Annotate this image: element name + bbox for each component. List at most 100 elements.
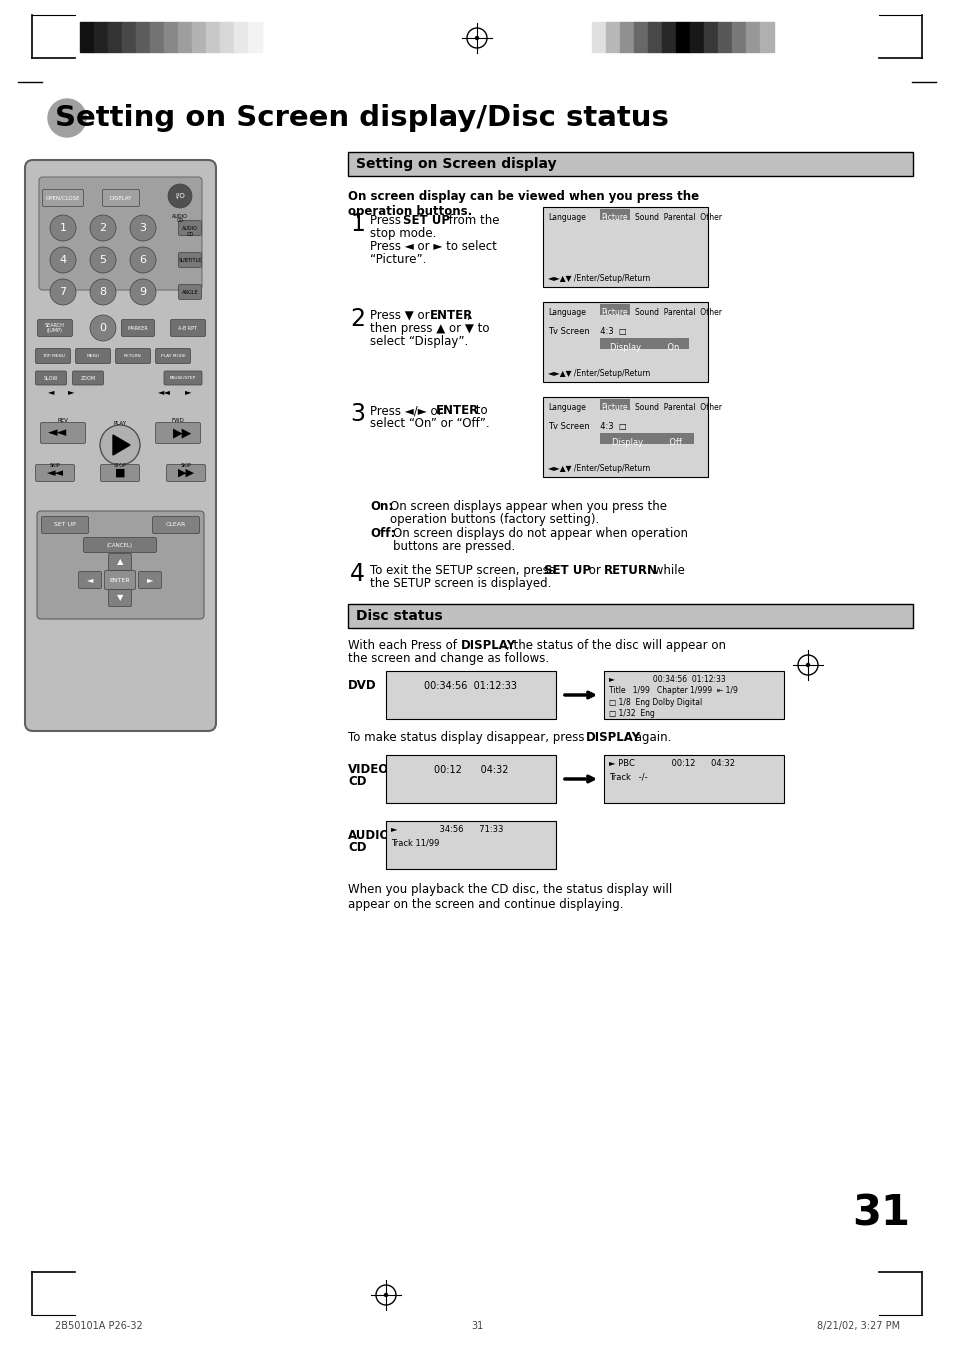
Text: ENTER: ENTER	[436, 404, 478, 417]
Bar	[661, 22, 676, 51]
Bar	[348, 604, 912, 628]
Text: PAUSE/STEP: PAUSE/STEP	[170, 376, 196, 380]
Bar	[233, 22, 248, 51]
Text: □ 1/8  Eng Dolby Digital: □ 1/8 Eng Dolby Digital	[608, 698, 701, 707]
Bar	[80, 22, 94, 51]
Text: 8: 8	[99, 286, 107, 297]
Bar	[760, 22, 773, 51]
Text: AUDIO: AUDIO	[172, 213, 188, 219]
Text: 7: 7	[59, 286, 67, 297]
FancyBboxPatch shape	[164, 372, 202, 385]
FancyBboxPatch shape	[25, 159, 215, 731]
Text: ▼: ▼	[116, 593, 123, 603]
Text: ◄◄: ◄◄	[49, 427, 68, 439]
Text: 00:12      04:32: 00:12 04:32	[434, 765, 508, 775]
Text: Setting on Screen display/Disc status: Setting on Screen display/Disc status	[55, 104, 668, 132]
Text: ◄►▲▼ /Enter/Setup/Return: ◄►▲▼ /Enter/Setup/Return	[547, 274, 650, 282]
Bar	[603, 671, 783, 719]
FancyBboxPatch shape	[42, 516, 89, 534]
Text: On screen display can be viewed when you press the
operation buttons.: On screen display can be viewed when you…	[348, 190, 699, 218]
Text: PLAY MODE: PLAY MODE	[160, 354, 185, 358]
Text: MARKER: MARKER	[128, 326, 149, 331]
Text: Display          On: Display On	[609, 343, 679, 353]
Text: SKIP: SKIP	[180, 463, 192, 467]
FancyBboxPatch shape	[152, 516, 199, 534]
Text: CD: CD	[348, 775, 366, 788]
Bar	[619, 22, 634, 51]
Text: TOP MENU: TOP MENU	[42, 354, 65, 358]
FancyBboxPatch shape	[171, 319, 205, 336]
Text: OPEN/CLOSE: OPEN/CLOSE	[46, 196, 80, 200]
Text: stop mode.: stop mode.	[370, 227, 436, 240]
Bar	[542, 207, 707, 286]
Text: STOP: STOP	[113, 463, 126, 467]
Text: Sound  Parental  Other: Sound Parental Other	[635, 213, 721, 222]
Text: CD: CD	[176, 218, 183, 223]
Text: Tv Screen    4:3  □: Tv Screen 4:3 □	[547, 422, 626, 431]
Text: ◄►▲▼ /Enter/Setup/Return: ◄►▲▼ /Enter/Setup/Return	[547, 369, 650, 378]
FancyBboxPatch shape	[37, 511, 204, 619]
Text: AUDIO: AUDIO	[182, 226, 197, 231]
FancyBboxPatch shape	[121, 319, 154, 336]
Text: ,: ,	[465, 309, 469, 322]
Text: I/O: I/O	[175, 193, 185, 199]
Bar	[689, 22, 703, 51]
FancyBboxPatch shape	[78, 571, 101, 589]
Text: ►: ►	[147, 576, 153, 585]
Circle shape	[90, 315, 116, 340]
FancyBboxPatch shape	[178, 253, 201, 267]
Circle shape	[50, 280, 76, 305]
Text: select “Display”.: select “Display”.	[370, 335, 468, 349]
Text: Language: Language	[547, 308, 585, 317]
Text: to: to	[472, 404, 487, 417]
Bar	[164, 22, 178, 51]
Circle shape	[50, 247, 76, 273]
Bar	[605, 22, 619, 51]
FancyBboxPatch shape	[167, 465, 205, 481]
Text: AUDIO: AUDIO	[348, 830, 390, 842]
Text: □ 1/32  Eng: □ 1/32 Eng	[608, 709, 654, 717]
FancyBboxPatch shape	[109, 554, 132, 570]
Text: ▶▶: ▶▶	[173, 427, 193, 439]
Text: MENU: MENU	[87, 354, 99, 358]
FancyBboxPatch shape	[39, 177, 202, 290]
Text: SET UP: SET UP	[543, 563, 590, 577]
Text: Picture: Picture	[601, 403, 628, 412]
FancyBboxPatch shape	[35, 465, 74, 481]
Text: then press ▲ or ▼ to: then press ▲ or ▼ to	[370, 322, 489, 335]
Text: ZOOM: ZOOM	[80, 376, 95, 381]
Text: On screen displays appear when you press the: On screen displays appear when you press…	[390, 500, 666, 513]
Polygon shape	[112, 435, 130, 455]
Text: , the status of the disc will appear on: , the status of the disc will appear on	[505, 639, 725, 653]
Text: PLAY: PLAY	[113, 422, 127, 426]
Text: ANGLE: ANGLE	[181, 289, 198, 295]
Text: 1: 1	[350, 212, 364, 236]
Text: from the: from the	[444, 213, 499, 227]
Circle shape	[805, 663, 809, 666]
Text: 8/21/02, 3:27 PM: 8/21/02, 3:27 PM	[816, 1321, 899, 1331]
Bar	[718, 22, 731, 51]
Bar	[94, 22, 108, 51]
Text: Press: Press	[370, 213, 404, 227]
Bar	[592, 22, 605, 51]
Text: SEARCH
(JUMP): SEARCH (JUMP)	[45, 323, 65, 334]
Text: REV: REV	[57, 417, 69, 423]
Text: Press ▼ or: Press ▼ or	[370, 309, 433, 322]
Bar	[220, 22, 233, 51]
FancyBboxPatch shape	[178, 220, 201, 235]
Text: buttons are pressed.: buttons are pressed.	[393, 540, 515, 553]
FancyBboxPatch shape	[105, 570, 135, 589]
Bar	[542, 303, 707, 382]
Text: or: or	[584, 563, 604, 577]
Text: ◄: ◄	[48, 388, 54, 396]
FancyBboxPatch shape	[109, 589, 132, 607]
Circle shape	[475, 36, 478, 39]
Bar	[136, 22, 150, 51]
FancyBboxPatch shape	[115, 349, 151, 363]
FancyBboxPatch shape	[43, 189, 84, 207]
Circle shape	[100, 426, 140, 465]
Text: 2: 2	[350, 307, 365, 331]
Text: ◄: ◄	[87, 576, 93, 585]
Text: VIDEO: VIDEO	[348, 763, 389, 775]
FancyBboxPatch shape	[40, 423, 86, 443]
